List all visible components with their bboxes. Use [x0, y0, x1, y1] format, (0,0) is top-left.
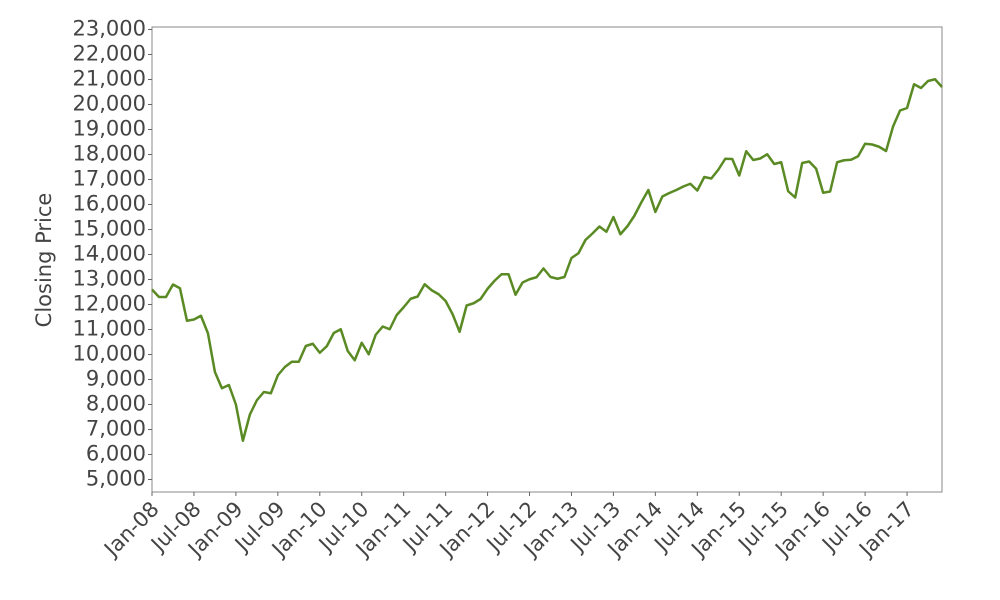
y-tick-label: 13,000 [73, 267, 146, 291]
y-tick-label: 23,000 [73, 17, 146, 41]
y-tick-label: 15,000 [73, 217, 146, 241]
price-line [151, 78, 943, 442]
y-axis-label: Closing Price [32, 193, 56, 328]
y-tick-label: 10,000 [73, 342, 146, 366]
y-tick-label: 6,000 [86, 442, 146, 466]
y-tick-label: 7,000 [86, 417, 146, 441]
y-tick-label: 16,000 [73, 192, 146, 216]
plot-frame [151, 26, 943, 493]
y-tick-label: 17,000 [73, 167, 146, 191]
x-tick-label: Jan-08 [98, 497, 164, 563]
y-tick-label: 22,000 [73, 42, 146, 66]
y-tick-label: 20,000 [73, 92, 146, 116]
y-tick-label: 18,000 [73, 142, 146, 166]
y-tick-label: 12,000 [73, 292, 146, 316]
y-tick-label: 8,000 [86, 392, 146, 416]
y-tick-label: 11,000 [73, 317, 146, 341]
y-tick-label: 19,000 [73, 117, 146, 141]
y-tick-label: 5,000 [86, 467, 146, 491]
y-tick-label: 9,000 [86, 367, 146, 391]
y-tick-label: 14,000 [73, 242, 146, 266]
y-tick-label: 21,000 [73, 67, 146, 91]
